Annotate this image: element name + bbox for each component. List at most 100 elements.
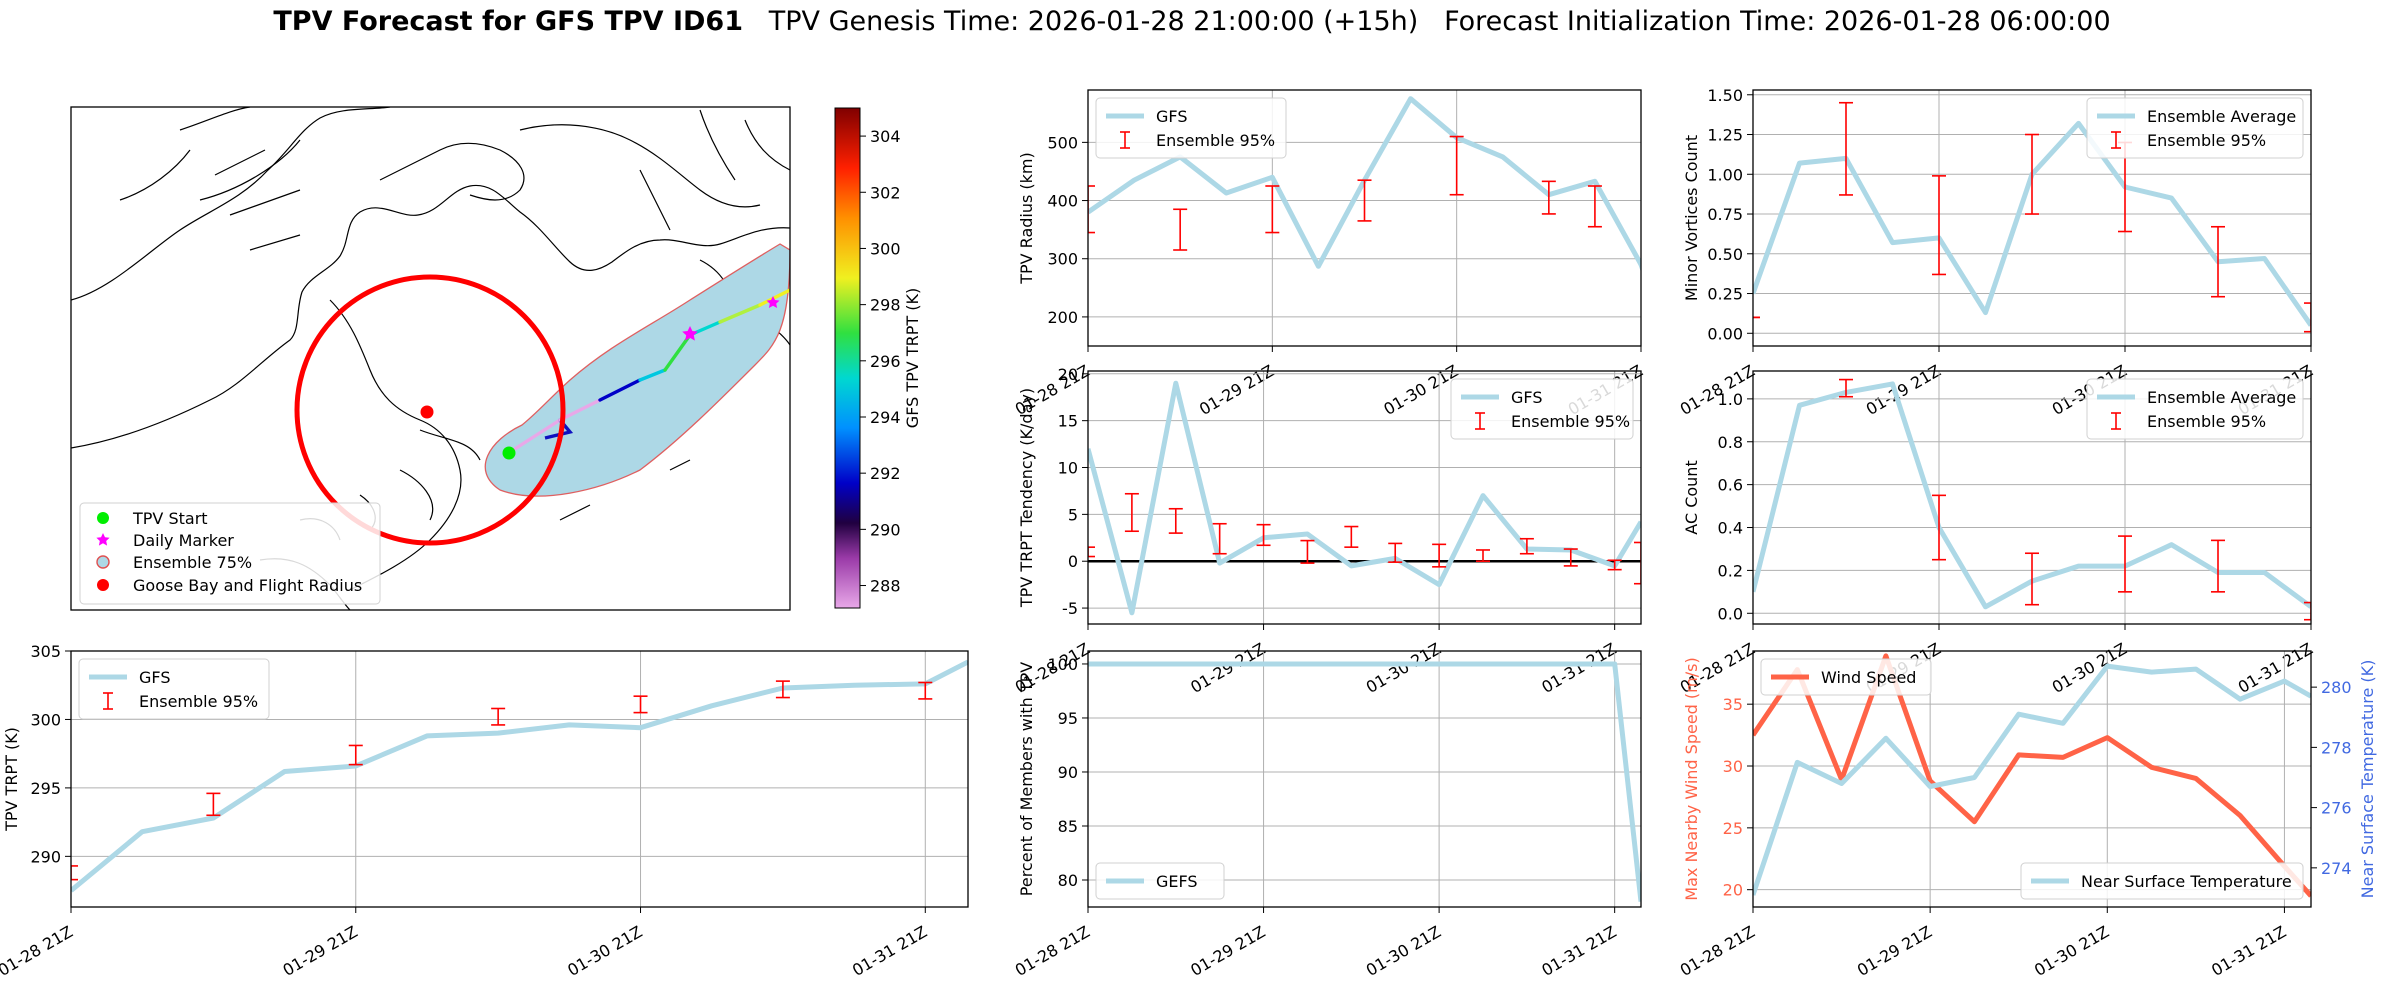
y-tick-label: 500 [1047,133,1078,152]
y-axis-label: TPV TRPT (K) [2,727,21,832]
map-coastline [699,109,790,346]
error-bar [1124,492,1139,533]
chart-legend: Near Surface Temperature [2020,862,2304,900]
tpv-track-segment [758,288,790,307]
error-bar [491,707,506,726]
x-tick-label: 01-30 21Z [1380,361,1461,419]
axes-frame [1087,650,1642,908]
error-bar [1088,185,1095,234]
error-bar [2211,539,2225,593]
series-line [1753,653,2311,898]
legend-label: Daily Marker [133,531,234,550]
legend-label: Ensemble 95% [2147,131,2266,150]
map-coastline [379,142,525,201]
legend-label: GFS [1511,388,1542,407]
legend-label: GFS [1156,107,1187,126]
series-line [1088,661,1641,902]
y-tick-label: 1.0 [1718,390,1743,409]
legend-label: Ensemble 95% [1511,412,1630,431]
error-bar [2211,225,2225,298]
legend-box [78,658,270,720]
y-tick-label-right: 280 [2321,678,2352,697]
error-bar [1839,378,1853,398]
legend-box [2020,862,2304,900]
colorbar-tick-label: 298 [870,296,901,315]
y-tick-label: 25 [1723,819,1743,838]
chart-legend: Wind Speed [1760,658,1932,696]
legend-box [1760,658,1932,696]
x-tick-label: 01-28 21Z [1677,922,1758,980]
y-tick-label: 0.0 [1718,604,1743,623]
x-tick-label: 01-31 21Z [1538,639,1619,697]
x-tick-label: 01-31 21Z [1538,922,1619,980]
error-bar [1839,101,1853,196]
chart-legend: GFS Ensemble 95% [1450,378,1634,440]
error-bar [1088,546,1095,558]
x-tick-label: 01-31 21Z [2235,639,2316,697]
x-tick-label: 01-31 21Z [849,922,930,980]
y-tick-label: 0.8 [1718,433,1743,452]
y-tick-label: 15 [1058,412,1078,431]
error-bar [2025,552,2039,606]
legend-box [1095,862,1225,900]
error-bar [1476,549,1490,563]
colorbar-ticks: 288 290 292 294 296 298 300 302 304 [860,127,901,596]
legend-label: Ensemble Average [2147,388,2296,407]
error-bar [2025,133,2039,215]
y-tick-label: 290 [30,847,61,866]
error-bar [1265,185,1280,234]
axes-frame [1087,89,1642,347]
error-bar [633,695,648,714]
chart-tendency: 01-28 21Z 01-29 21Z 01-30 21Z 01-31 21Z-505… [1012,365,1642,697]
y-tick-label: 100 [1047,655,1078,674]
y-tick-label: 400 [1047,192,1078,211]
y-tick-label: 1.50 [1707,86,1743,105]
legend-label: GEFS [1156,872,1198,891]
y-tick-label: 80 [1058,871,1078,890]
error-bar [1357,179,1372,222]
chart-legend: GEFS [1095,862,1225,900]
chart-trpt: 01-28 21Z 01-29 21Z 01-30 21Z 01-31 21Z 290 2… [0,642,969,980]
y-tick-label: 0.6 [1718,476,1743,495]
error-bar [1449,135,1464,196]
y-tick-label: 90 [1058,763,1078,782]
tpv-track-segment [558,398,602,422]
y-axis-label-right: Near Surface Temperature (K) [2358,660,2377,899]
error-bar [1388,542,1403,563]
y-tick-label: 35 [1723,695,1743,714]
plot-area [1088,380,1641,616]
error-bar [2304,601,2311,621]
series-line [2310,325,2311,328]
error-bar [2118,535,2132,593]
x-tick-label: 01-29 21Z [1196,361,1277,419]
error-bar [1519,537,1534,555]
y-tick-label: 0.50 [1707,245,1743,264]
y-tick-label: 95 [1058,709,1078,728]
legend-label: Near Surface Temperature [2081,872,2292,891]
axes-frame [70,650,969,908]
axes-frame [1752,89,2312,347]
tpv-track-segment [663,333,692,372]
x-tick-label: 01-28 21Z [1012,922,1093,980]
y-tick-label: 20 [1723,881,1743,900]
error-bar [1173,208,1188,251]
error-bar [206,792,221,817]
y-tick-label-right: 276 [2321,799,2352,818]
plot-area [1753,653,2311,898]
legend-box [2086,97,2304,159]
error-bar [348,744,363,766]
y-tick-label: 0 [1068,552,1078,571]
y-axis-label: Minor Vortices Count [1682,135,1701,301]
y-tick-label: 0.4 [1718,519,1743,538]
y-tick-label: 0.75 [1707,205,1743,224]
error-bar [1607,559,1622,571]
colorbar-tick-label: 290 [870,520,901,539]
y-tick-label-right: 274 [2321,859,2352,878]
axes-frame [1752,650,2312,908]
map-coastline [199,139,301,251]
y-tick-label: 300 [1047,250,1078,269]
daily-marker [766,296,780,308]
tpv-track-segment [638,368,667,382]
